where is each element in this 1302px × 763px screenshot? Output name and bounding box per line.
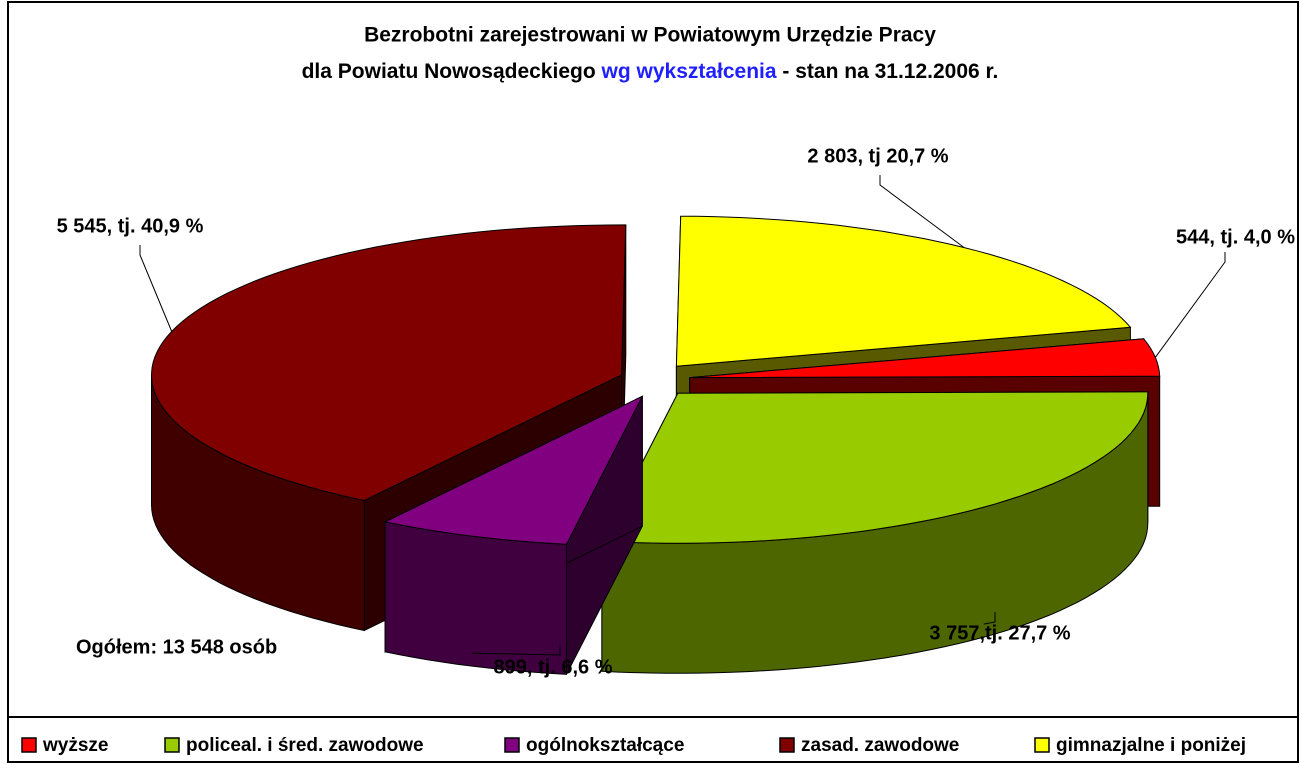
leader-line [983,612,996,625]
slice-wall [384,521,567,675]
data-label: 899, tj. 6,6 % [494,656,613,678]
chart-title: Bezrobotni zarejestrowani w Powiatowym U… [364,24,936,47]
title-part: dla Powiatu Nowosądeckiego [302,60,596,83]
data-label: 3 757,tj. 27,7 % [929,622,1070,644]
slice [601,391,1149,544]
data-label: 2 803, tj 20,7 % [807,145,948,167]
legend-swatch [1034,737,1050,753]
leader-line [1154,252,1226,358]
legend-label: zasad. zawodowe [801,735,959,756]
legend-swatch [779,737,795,753]
leader-line [879,175,965,249]
chart-title: dla Powiatu Nowosądeckiego wg wykształce… [302,60,999,83]
legend-swatch [164,737,180,753]
legend-frame [7,716,1299,763]
pie [151,215,1161,675]
legend-label: policeal. i śred. zawodowe [186,735,424,756]
data-label: 5 545, tj. 40,9 % [57,215,204,237]
slice [383,395,644,675]
leader-line [139,245,173,332]
legend-swatch [21,737,37,753]
data-label: 544, tj. 4,0 % [1176,226,1295,248]
legend-label: ogólnokształcące [526,735,684,756]
legend-label: gimnazjalne i poniżej [1056,735,1246,756]
title-highlight: wg wykształcenia [601,60,777,83]
legend-swatch [504,737,520,753]
legend-label: wyższe [42,735,108,756]
title-part: - stan na 31.12.2006 r. [782,60,998,83]
annotation: Ogółem: 13 548 osób [76,636,277,658]
leader-line [472,645,561,656]
slice [601,391,1149,674]
slice [383,395,644,545]
